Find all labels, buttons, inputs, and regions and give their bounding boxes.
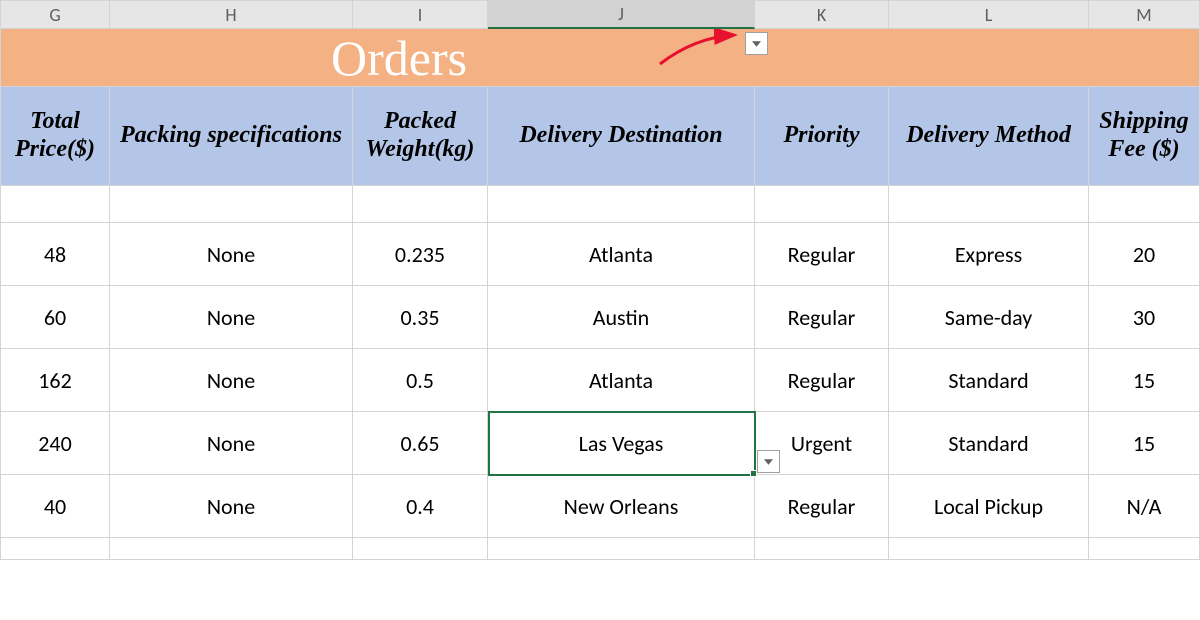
data-cell[interactable]: Atlanta <box>488 223 755 286</box>
chevron-down-icon <box>752 41 761 47</box>
data-cell[interactable]: Atlanta <box>488 349 755 412</box>
data-cell[interactable]: 0.35 <box>353 286 488 349</box>
data-cell[interactable]: 15 <box>1089 349 1200 412</box>
sheet-title: Orders <box>331 29 467 87</box>
data-cell[interactable]: Standard <box>889 412 1089 475</box>
validation-dropdown-button[interactable] <box>757 450 780 473</box>
data-cell[interactable]: Regular <box>755 349 889 412</box>
table-header-label: Delivery Method <box>906 122 1071 150</box>
data-cell[interactable]: 162 <box>0 349 110 412</box>
data-cell[interactable]: 0.4 <box>353 475 488 538</box>
table-header-label: Total Price($) <box>7 108 103 163</box>
empty-cell[interactable] <box>1089 538 1200 560</box>
column-header-K[interactable]: K <box>755 0 889 29</box>
empty-cell[interactable] <box>110 186 353 223</box>
column-header-L[interactable]: L <box>889 0 1089 29</box>
empty-cell[interactable] <box>755 538 889 560</box>
empty-cell[interactable] <box>488 538 755 560</box>
column-header-H[interactable]: H <box>110 0 353 29</box>
data-cell[interactable]: Express <box>889 223 1089 286</box>
empty-cell[interactable] <box>889 186 1089 223</box>
data-cell[interactable]: Standard <box>889 349 1089 412</box>
column-header-G[interactable]: G <box>0 0 110 29</box>
data-cell[interactable]: Local Pickup <box>889 475 1089 538</box>
data-cell[interactable]: New Orleans <box>488 475 755 538</box>
data-cell[interactable]: 0.65 <box>353 412 488 475</box>
data-cell[interactable]: None <box>110 412 353 475</box>
data-cell[interactable]: 60 <box>0 286 110 349</box>
data-cell[interactable]: 15 <box>1089 412 1200 475</box>
data-cell[interactable]: Austin <box>488 286 755 349</box>
data-cell[interactable]: None <box>110 349 353 412</box>
data-cell[interactable]: 240 <box>0 412 110 475</box>
table-header-label: Packing specifications <box>120 122 342 150</box>
chevron-down-icon <box>764 459 773 465</box>
data-cell[interactable]: Regular <box>755 475 889 538</box>
data-cell[interactable]: None <box>110 475 353 538</box>
empty-cell[interactable] <box>353 538 488 560</box>
column-header-M[interactable]: M <box>1089 0 1200 29</box>
table-header-label: Packed Weight(kg) <box>359 108 481 163</box>
column-headers: GHIJKLM <box>0 0 1200 29</box>
data-cell[interactable]: Las Vegas <box>488 412 755 475</box>
table-header-label: Shipping Fee ($) <box>1095 108 1193 163</box>
empty-cell[interactable] <box>488 186 755 223</box>
data-cell[interactable]: 20 <box>1089 223 1200 286</box>
empty-cell[interactable] <box>353 186 488 223</box>
table-header[interactable]: Packed Weight(kg) <box>353 87 488 186</box>
data-cell[interactable]: None <box>110 223 353 286</box>
spreadsheet-viewport: GHIJKLM Orders Total Price($) Packing spe… <box>0 0 1200 620</box>
data-cell[interactable]: Regular <box>755 286 889 349</box>
table-header[interactable]: Delivery Method <box>889 87 1089 186</box>
table-header[interactable]: Delivery Destination <box>488 87 755 186</box>
data-cell[interactable]: 30 <box>1089 286 1200 349</box>
merged-title-row[interactable]: Orders <box>0 29 1200 87</box>
empty-cell[interactable] <box>755 186 889 223</box>
table-header-label: Delivery Destination <box>519 122 722 150</box>
table-header[interactable]: Priority <box>755 87 889 186</box>
data-cell[interactable]: None <box>110 286 353 349</box>
data-cell[interactable]: Same-day <box>889 286 1089 349</box>
data-cell[interactable]: 40 <box>0 475 110 538</box>
table-header[interactable]: Shipping Fee ($) <box>1089 87 1200 186</box>
empty-cell[interactable] <box>0 538 110 560</box>
sheet-grid: Orders Total Price($) Packing specificati… <box>0 29 1200 560</box>
table-header[interactable]: Packing specifications <box>110 87 353 186</box>
empty-cell[interactable] <box>110 538 353 560</box>
empty-cell[interactable] <box>889 538 1089 560</box>
validation-dropdown-button[interactable] <box>745 32 768 55</box>
empty-cell[interactable] <box>0 186 110 223</box>
data-cell[interactable]: 48 <box>0 223 110 286</box>
column-header-J[interactable]: J <box>488 0 755 29</box>
table-header-label: Priority <box>784 122 860 150</box>
data-cell[interactable]: 0.235 <box>353 223 488 286</box>
data-cell[interactable]: N/A <box>1089 475 1200 538</box>
empty-cell[interactable] <box>1089 186 1200 223</box>
data-cell[interactable]: Regular <box>755 223 889 286</box>
table-header[interactable]: Total Price($) <box>0 87 110 186</box>
column-header-I[interactable]: I <box>353 0 488 29</box>
data-cell[interactable]: 0.5 <box>353 349 488 412</box>
